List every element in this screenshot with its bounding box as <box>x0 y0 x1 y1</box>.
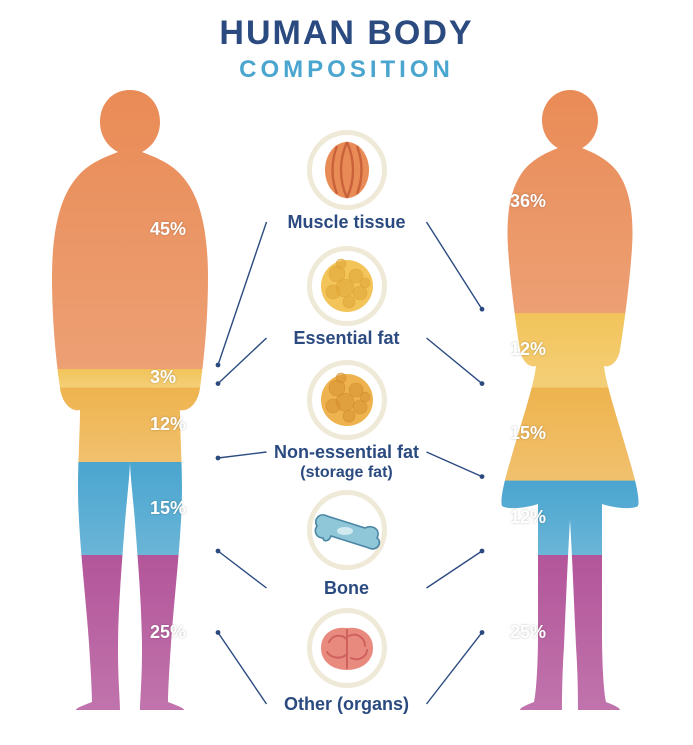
icon-other <box>307 608 387 688</box>
female-pct-other: 25% <box>510 622 546 643</box>
icon-muscle <box>307 130 387 210</box>
label-essfat: Essential fat <box>247 328 447 349</box>
label-storfat: Non-essential fat <box>247 442 447 463</box>
label-bone: Bone <box>247 578 447 599</box>
male-figure <box>30 90 230 710</box>
subtitle: COMPOSITION <box>0 56 693 84</box>
female-pct-storfat: 15% <box>510 423 546 444</box>
label-other: Other (organs) <box>247 694 447 715</box>
male-pct-bone: 15% <box>150 498 186 519</box>
male-pct-essfat: 3% <box>150 367 176 388</box>
female-pct-muscle: 36% <box>510 191 546 212</box>
label-muscle: Muscle tissue <box>247 212 447 233</box>
icon-bone <box>307 490 387 570</box>
sublabel-storfat: (storage fat) <box>247 464 447 482</box>
icon-storfat <box>307 360 387 440</box>
female-pct-essfat: 12% <box>510 339 546 360</box>
title: HUMAN BODY <box>0 14 693 53</box>
male-pct-muscle: 45% <box>150 219 186 240</box>
male-pct-other: 25% <box>150 622 186 643</box>
female-figure <box>470 90 670 710</box>
icon-essfat <box>307 246 387 326</box>
female-pct-bone: 12% <box>510 507 546 528</box>
male-pct-storfat: 12% <box>150 414 186 435</box>
